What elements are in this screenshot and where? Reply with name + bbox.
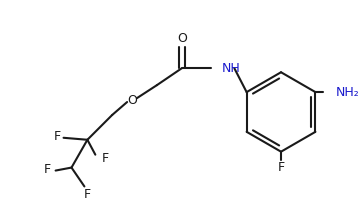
Text: F: F [44, 163, 51, 176]
Text: F: F [101, 152, 108, 165]
Text: F: F [277, 161, 285, 174]
Text: NH₂: NH₂ [335, 86, 359, 99]
Text: O: O [177, 32, 187, 45]
Text: O: O [127, 94, 137, 107]
Text: NH: NH [221, 62, 240, 75]
Text: F: F [54, 130, 61, 143]
Text: F: F [84, 188, 91, 201]
